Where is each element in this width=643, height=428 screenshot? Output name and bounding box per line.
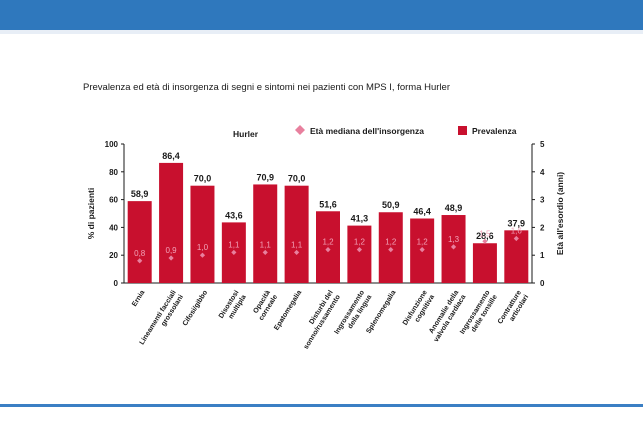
y2-axis-title: Età all'esordio (anni)	[555, 172, 565, 255]
y-tick-label: 40	[109, 223, 118, 232]
x-category-label: Epatomegalia	[273, 289, 303, 331]
age-value-label: 1,1	[260, 240, 272, 249]
age-marker	[356, 247, 362, 253]
bar	[127, 201, 152, 283]
legend-marker-prevalence	[458, 126, 467, 135]
bar-value-label: 70,0	[194, 174, 212, 184]
y-tick-label: 60	[109, 196, 118, 205]
x-category-label: Lineamenti faccialigrossolani	[139, 289, 185, 350]
x-category-label: Disostosimultipla	[218, 289, 248, 324]
age-value-label: 1,2	[354, 238, 366, 247]
age-value-label: 1,3	[448, 235, 460, 244]
bar-value-label: 58,9	[131, 189, 149, 199]
legend-marker-age	[295, 125, 305, 135]
age-marker	[199, 252, 206, 258]
bar	[190, 185, 215, 283]
age-marker	[168, 255, 174, 261]
x-category-label: Disturbi delsonno/russamento	[296, 289, 342, 350]
bar	[472, 243, 497, 283]
bar-value-label: 70,0	[288, 174, 306, 184]
legend-group-label: Hurler	[233, 129, 259, 139]
chart-title: Prevalenza ed età di insorgenza di segni…	[83, 82, 450, 93]
x-category-label: Contratturearticolari	[497, 289, 530, 330]
bar-value-label: 50,9	[382, 200, 400, 210]
age-marker	[294, 249, 300, 256]
bar-value-label: 86,4	[162, 151, 180, 161]
y2-tick-label: 0	[540, 279, 545, 288]
bar-value-label: 46,4	[413, 207, 431, 217]
y-tick-label: 0	[114, 279, 119, 288]
bar-value-label: 51,6	[319, 199, 337, 209]
age-marker	[388, 247, 394, 253]
y-tick-label: 100	[105, 140, 119, 149]
age-marker	[325, 247, 331, 253]
age-marker	[137, 258, 143, 264]
age-value-label: 1,0	[197, 243, 209, 252]
x-category-label: Ernia	[131, 289, 146, 308]
bar-value-label: 37,9	[508, 218, 526, 228]
bar-value-label: 28,6	[476, 231, 494, 241]
bar-value-label: 70,9	[256, 172, 274, 182]
age-marker	[231, 249, 237, 256]
header-divider	[0, 30, 643, 34]
y2-tick-label: 2	[540, 223, 545, 232]
footer-divider	[0, 404, 643, 407]
age-marker	[482, 238, 488, 244]
age-value-label: 1,2	[322, 238, 334, 247]
age-value-label: 1,1	[228, 240, 240, 249]
y-tick-label: 80	[109, 168, 118, 177]
bar	[347, 225, 372, 283]
age-value-label: 0,8	[134, 249, 146, 258]
bar-value-label: 43,6	[225, 210, 243, 220]
age-value-label: 1,6	[511, 227, 523, 236]
x-category-label: Opacitàcorneale	[251, 289, 279, 322]
header-bar	[0, 0, 643, 30]
bar	[284, 185, 309, 283]
bar	[159, 162, 184, 283]
y-tick-label: 20	[109, 251, 118, 260]
age-marker	[513, 235, 519, 242]
y-axis-title: % di pazienti	[86, 188, 96, 239]
y2-tick-label: 4	[540, 168, 545, 177]
age-value-label: 1,2	[385, 238, 397, 247]
y2-tick-label: 1	[540, 251, 545, 260]
legend-label-prevalence: Prevalenza	[472, 126, 517, 136]
bar	[253, 184, 278, 283]
legend-label-age: Età mediana dell'insorgenza	[310, 126, 424, 136]
age-value-label: 1,5	[479, 229, 491, 238]
y2-tick-label: 3	[540, 196, 545, 205]
y2-tick-label: 5	[540, 140, 545, 149]
age-marker	[262, 249, 268, 256]
bar-value-label: 41,3	[351, 214, 369, 224]
age-value-label: 0,9	[166, 246, 178, 255]
age-marker	[450, 244, 457, 250]
bar-value-label: 48,9	[445, 203, 463, 213]
age-value-label: 1,1	[291, 240, 303, 249]
age-value-label: 1,2	[417, 238, 429, 247]
age-marker	[419, 247, 425, 253]
x-category-label: Cifosi/gibbo	[182, 289, 209, 327]
